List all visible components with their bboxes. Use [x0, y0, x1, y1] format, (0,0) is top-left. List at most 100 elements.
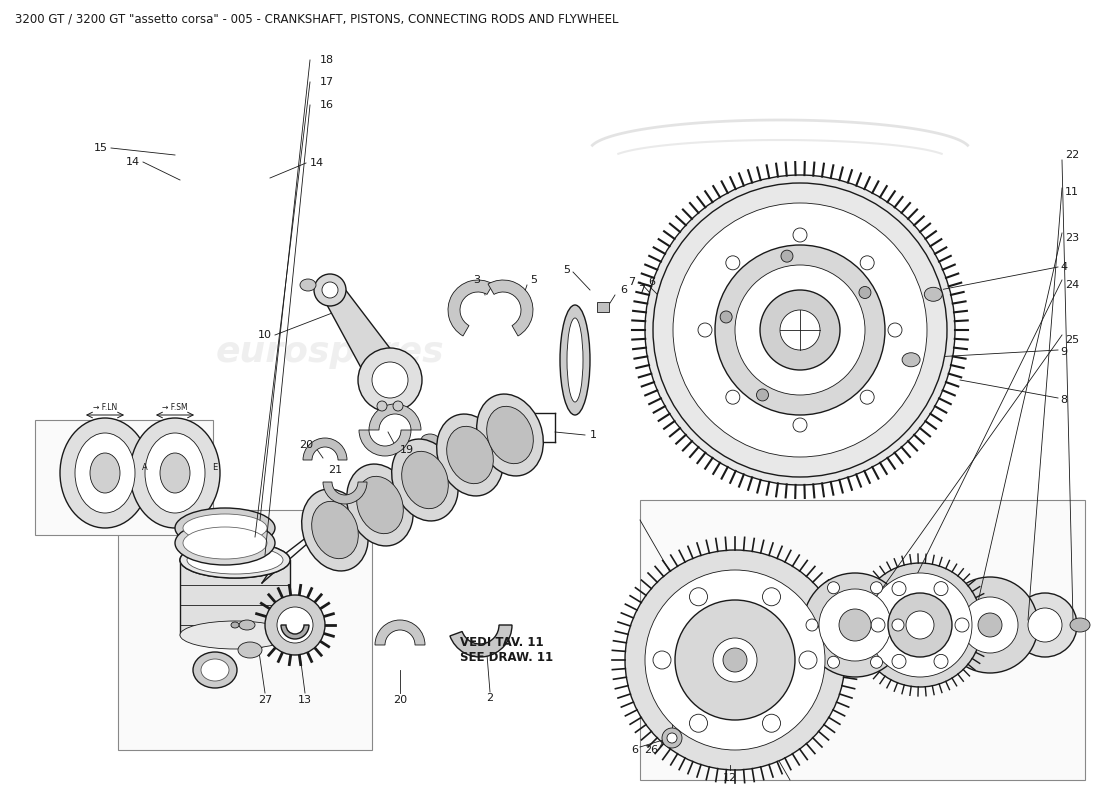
Bar [118, 510, 372, 750]
Ellipse shape [476, 394, 543, 476]
Circle shape [780, 310, 820, 350]
Text: 5: 5 [530, 275, 537, 285]
Wedge shape [302, 438, 346, 460]
Text: 7: 7 [628, 277, 635, 287]
Ellipse shape [402, 451, 449, 509]
Circle shape [735, 265, 865, 395]
Circle shape [803, 573, 908, 677]
Circle shape [645, 570, 825, 750]
Ellipse shape [301, 489, 368, 571]
Ellipse shape [75, 433, 135, 513]
Circle shape [793, 418, 807, 432]
Bar [640, 500, 1085, 780]
Text: 24: 24 [1065, 280, 1079, 290]
Text: E: E [212, 463, 218, 473]
Circle shape [662, 728, 682, 748]
Text: 9: 9 [1060, 347, 1067, 357]
Ellipse shape [1070, 618, 1090, 632]
Circle shape [713, 638, 757, 682]
Ellipse shape [183, 514, 267, 542]
Ellipse shape [346, 464, 414, 546]
Circle shape [839, 609, 871, 641]
Circle shape [726, 256, 740, 270]
Circle shape [277, 607, 313, 643]
Circle shape [675, 600, 795, 720]
Ellipse shape [447, 426, 493, 484]
Ellipse shape [437, 414, 504, 496]
Circle shape [314, 274, 346, 306]
Ellipse shape [902, 353, 920, 366]
Wedge shape [359, 430, 411, 456]
Circle shape [978, 613, 1002, 637]
Text: eurospares: eurospares [216, 335, 444, 369]
Text: → F.SM: → F.SM [162, 402, 188, 411]
Text: 20: 20 [393, 695, 407, 705]
Wedge shape [450, 625, 512, 657]
Ellipse shape [192, 652, 236, 688]
Circle shape [762, 714, 781, 732]
Text: → F.LN: → F.LN [92, 402, 117, 411]
Wedge shape [375, 620, 425, 645]
Ellipse shape [238, 642, 262, 658]
Bar [180, 560, 290, 635]
Ellipse shape [175, 521, 275, 565]
Text: 16: 16 [320, 100, 334, 110]
Circle shape [806, 619, 818, 631]
Circle shape [955, 618, 969, 632]
Circle shape [962, 597, 1018, 653]
Text: VEDI TAV. 11
SEE DRAW. 11: VEDI TAV. 11 SEE DRAW. 11 [460, 636, 553, 664]
Circle shape [653, 651, 671, 669]
Text: 8: 8 [1060, 395, 1067, 405]
Ellipse shape [566, 318, 583, 402]
Ellipse shape [720, 311, 733, 323]
Circle shape [690, 588, 707, 606]
Ellipse shape [231, 622, 239, 628]
Text: 5: 5 [563, 265, 570, 275]
Ellipse shape [130, 418, 220, 528]
Text: 4: 4 [1060, 262, 1067, 272]
Polygon shape [320, 280, 408, 388]
Circle shape [934, 654, 948, 668]
Circle shape [645, 175, 955, 485]
Circle shape [871, 618, 886, 632]
Text: 10: 10 [258, 330, 272, 340]
Circle shape [1013, 593, 1077, 657]
Ellipse shape [356, 476, 404, 534]
Text: 22: 22 [1065, 150, 1079, 160]
Ellipse shape [160, 453, 190, 493]
Ellipse shape [183, 527, 267, 559]
Wedge shape [323, 482, 367, 504]
Circle shape [762, 588, 781, 606]
Ellipse shape [311, 502, 359, 558]
Circle shape [870, 656, 882, 668]
Ellipse shape [201, 659, 229, 681]
Ellipse shape [90, 453, 120, 493]
Circle shape [667, 733, 676, 743]
Circle shape [868, 573, 972, 677]
Circle shape [698, 323, 712, 337]
Circle shape [860, 390, 875, 404]
Circle shape [393, 401, 403, 411]
Text: 18: 18 [320, 55, 334, 65]
Text: 23: 23 [1065, 233, 1079, 243]
Text: 17: 17 [320, 77, 334, 87]
Circle shape [799, 651, 817, 669]
Circle shape [673, 203, 927, 457]
Ellipse shape [180, 621, 290, 649]
Ellipse shape [859, 286, 871, 298]
Text: 21: 21 [328, 465, 342, 475]
Ellipse shape [175, 508, 275, 548]
Circle shape [827, 656, 839, 668]
Text: 6: 6 [631, 745, 638, 755]
Text: 2: 2 [486, 693, 494, 703]
Ellipse shape [60, 418, 150, 528]
Ellipse shape [187, 546, 283, 574]
Wedge shape [488, 280, 534, 336]
Text: 1: 1 [590, 430, 597, 440]
Ellipse shape [300, 279, 316, 291]
Circle shape [906, 611, 934, 639]
Circle shape [760, 290, 840, 370]
Text: 3: 3 [473, 275, 480, 285]
Text: 14: 14 [310, 158, 324, 168]
Ellipse shape [924, 287, 943, 302]
